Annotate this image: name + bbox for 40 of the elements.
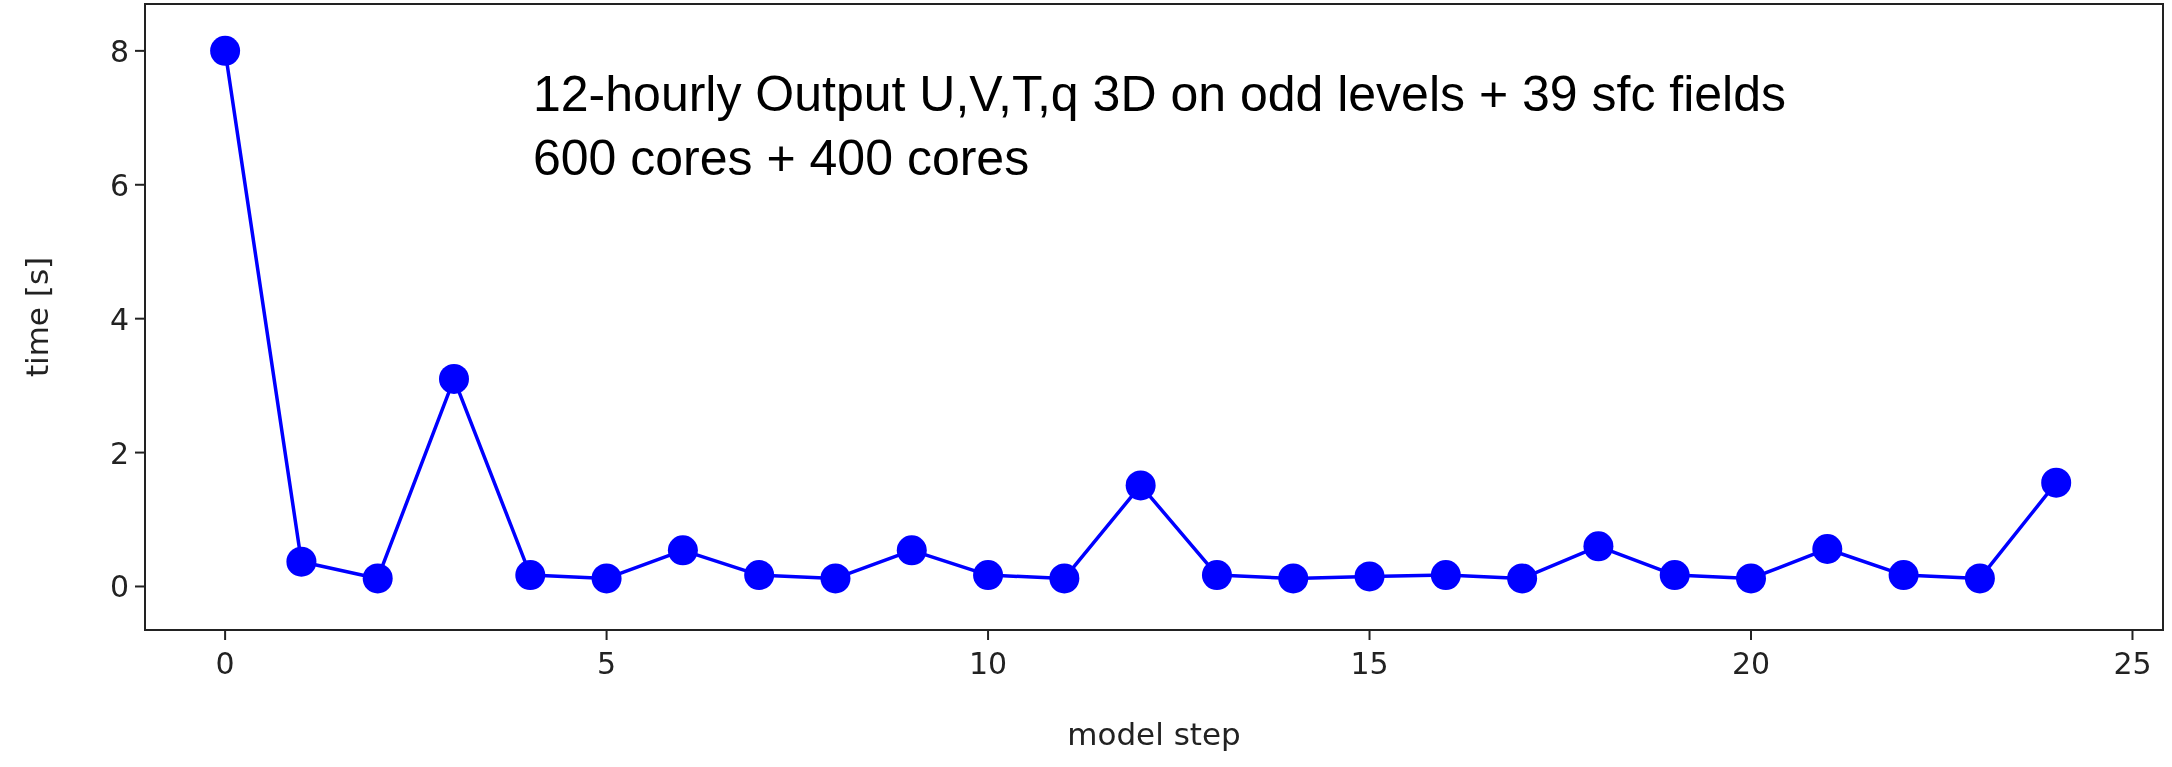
point — [591, 563, 622, 594]
x-tick-label: 25 — [2113, 646, 2152, 681]
point — [973, 560, 1004, 591]
point — [1812, 534, 1843, 564]
point — [1049, 563, 1080, 594]
x-tick-label: 5 — [597, 646, 617, 681]
x-tick-label: 15 — [1350, 646, 1389, 681]
point — [1125, 470, 1156, 501]
y-tick-label: 8 — [109, 33, 129, 69]
point — [1507, 563, 1538, 594]
point — [2041, 467, 2072, 498]
annotation: 12-hourly Output U,V,T,q 3D on odd levels + 39 sfc fields — [533, 66, 1787, 122]
point — [515, 560, 546, 591]
x-axis-title: model step — [1067, 716, 1241, 752]
point — [438, 363, 469, 394]
annotation: 600 cores + 400 cores — [533, 130, 1030, 186]
point — [1964, 563, 1995, 594]
point — [1201, 560, 1232, 591]
y-tick-label: 2 — [109, 435, 129, 471]
point — [896, 535, 927, 566]
point — [667, 535, 698, 566]
x-tick-label: 0 — [215, 646, 235, 681]
point — [1659, 560, 1690, 591]
point — [1354, 561, 1385, 592]
point — [362, 563, 393, 594]
point — [1278, 563, 1309, 594]
point — [1736, 563, 1767, 594]
y-axis-title: time [s] — [19, 256, 55, 378]
point — [1888, 560, 1919, 591]
point — [1583, 531, 1614, 562]
y-tick-label: 0 — [109, 569, 129, 605]
point — [1430, 560, 1461, 591]
y-tick-label: 4 — [109, 301, 129, 337]
x-tick-label: 20 — [1731, 646, 1771, 681]
y-tick-label: 6 — [109, 167, 129, 203]
x-tick-label: 10 — [968, 646, 1008, 681]
point — [210, 35, 241, 66]
point — [286, 546, 317, 577]
point — [744, 560, 775, 591]
point — [820, 563, 851, 594]
